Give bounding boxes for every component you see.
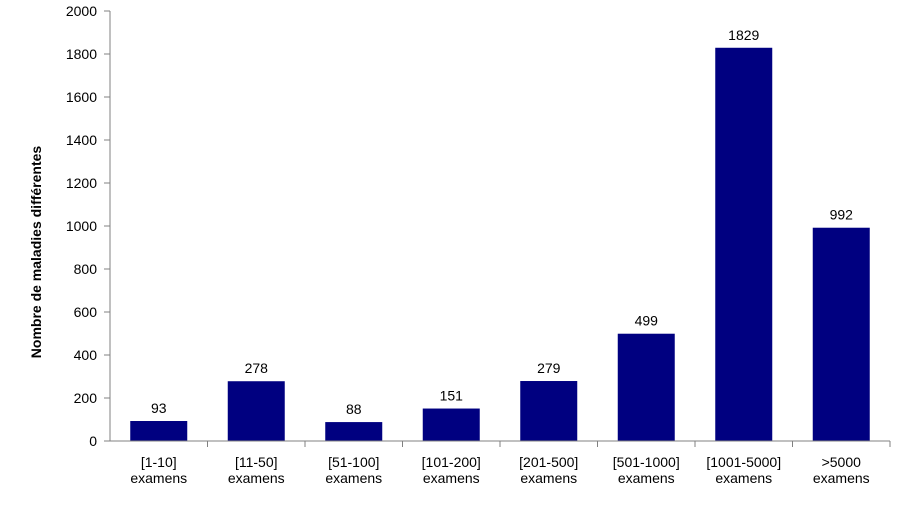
x-category-label-line: examens [520,470,577,486]
y-tick-label: 600 [74,304,98,320]
x-category-label: >5000 examens [813,454,870,486]
x-category-label-line: [101-200] [422,454,481,470]
x-category-label-line: examens [423,470,480,486]
bar-value-label: 88 [346,401,362,417]
bar-value-label: 151 [440,388,464,404]
bar [812,227,870,441]
x-category-label-line: examens [130,470,187,486]
bar-value-label: 499 [635,313,659,329]
bars: 93 278 88 151 279 499 1829 992 [130,27,870,441]
y-tick-label: 1600 [66,89,97,105]
y-tick-label: 800 [74,261,98,277]
y-tick-label: 0 [89,433,97,449]
x-category-label-line: examens [228,470,285,486]
x-category-label: [101-200] examens [422,454,481,486]
bar [422,408,480,441]
x-category-label: [1-10] examens [130,454,187,486]
y-axis-ticks: 0 200 400 600 800 1000 1200 1400 1600 1800 2000 [66,3,110,449]
y-tick-label: 2000 [66,3,97,19]
x-category-label: [11-50] examens [228,454,285,486]
x-category-label: [501-1000] examens [613,454,680,486]
bar-value-label: 992 [830,207,854,223]
x-category-label-line: examens [813,470,870,486]
x-category-label-line: examens [715,470,772,486]
bar [130,421,188,441]
y-tick-label: 1200 [66,175,97,191]
bar-value-label: 278 [245,360,269,376]
x-category-label-line: [1-10] [141,454,177,470]
x-category-label-line: [1001-5000] [706,454,781,470]
y-tick-label: 400 [74,347,98,363]
x-category-label: [51-100] examens [325,454,382,486]
x-category-label-line: [51-100] [328,454,379,470]
bar [617,333,675,441]
x-axis-categories: [1-10] examens[11-50] examens[51-100] exame… [130,441,891,486]
bar-value-label: 93 [151,400,167,416]
bar [325,422,383,441]
x-category-label-line: >5000 [822,454,862,470]
y-tick-label: 200 [74,390,98,406]
bar [715,47,773,441]
x-category-label: [201-500] examens [519,454,578,486]
x-category-label-line: examens [325,470,382,486]
x-category-label: [1001-5000] examens [706,454,781,486]
y-tick-label: 1800 [66,46,97,62]
bar [227,381,285,441]
y-tick-label: 1400 [66,132,97,148]
x-category-label-line: examens [618,470,675,486]
bar-value-label: 279 [537,360,561,376]
y-tick-label: 1000 [66,218,97,234]
y-axis-title: Nombre de maladies différentes [28,146,44,359]
x-category-label-line: [501-1000] [613,454,680,470]
bar [520,381,578,441]
x-category-label-line: [201-500] [519,454,578,470]
x-category-label-line: [11-50] [235,454,278,470]
bar-value-label: 1829 [728,27,759,43]
